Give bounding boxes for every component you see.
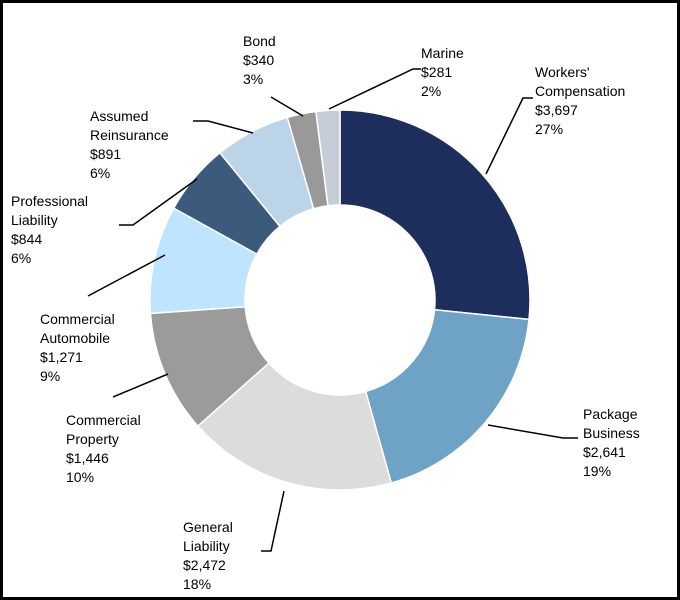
leader-line-commercial-automobile [87,254,166,297]
label-value: $3,697 [535,102,578,118]
label-percent: 27% [535,121,564,137]
label-name-line: Liability [183,538,230,554]
label-percent: 10% [66,469,95,485]
label-bond: Bond $340 3% [243,32,276,89]
label-value: $2,641 [583,444,626,460]
label-percent: 18% [183,576,212,592]
label-name-line: General [183,519,233,535]
leader-line-workers-compensation [485,97,533,175]
label-name-line: Reinsurance [90,127,169,143]
slice-general-liability [196,361,393,491]
label-marine: Marine $281 2% [421,44,464,101]
label-commercial-property: Commercial Property $1,446 10% [66,411,141,487]
label-percent: 3% [243,71,264,87]
label-name-line: Commercial [40,311,115,327]
slice-workers-compensation [339,109,531,321]
label-name-line: Liability [11,212,58,228]
label-value: $1,271 [40,349,83,365]
leader-line-commercial-property [112,373,169,398]
slice-marine [315,109,341,207]
label-commercial-automobile: Commercial Automobile $1,271 9% [40,310,115,386]
label-value: $891 [90,146,122,162]
leader-line-professional-liability [119,178,198,226]
label-name-line: Assumed [90,108,149,124]
label-percent: 6% [90,165,111,181]
label-name-line: Business [583,425,640,441]
donut-chart [87,68,578,552]
label-workers-compensation: Workers' Compensation $3,697 27% [535,63,625,139]
label-percent: 19% [583,463,612,479]
label-percent: 2% [421,83,442,99]
label-value: $340 [243,52,275,68]
label-percent: 6% [11,250,32,266]
label-name-line: Bond [243,33,276,49]
label-general-liability: General Liability $2,472 18% [183,518,233,594]
label-name-line: Commercial [66,412,141,428]
label-assumed-reinsurance: Assumed Reinsurance $891 6% [90,107,169,183]
label-value: $281 [421,64,453,80]
leader-line-marine [328,68,421,110]
label-value: $2,472 [183,557,226,573]
label-name-line: Marine [421,45,464,61]
leader-line-bond [270,96,304,117]
leader-line-package-business [487,424,578,439]
label-name-line: Automobile [40,330,111,346]
slice-package-business [364,308,530,484]
leader-line-assumed-reinsurance [193,120,254,134]
label-value: $844 [11,231,43,247]
label-name-line: Professional [11,193,89,209]
label-package-business: Package Business $2,641 19% [583,405,640,481]
label-professional-liability: Professional Liability $844 6% [11,192,88,268]
label-name-line: Compensation [535,83,626,99]
label-value: $1,446 [66,450,109,466]
leader-line-general-liability [261,490,285,552]
label-name-line: Workers' [535,64,590,80]
label-percent: 9% [40,368,61,384]
label-name-line: Package [583,406,638,422]
label-name-line: Property [66,431,119,447]
